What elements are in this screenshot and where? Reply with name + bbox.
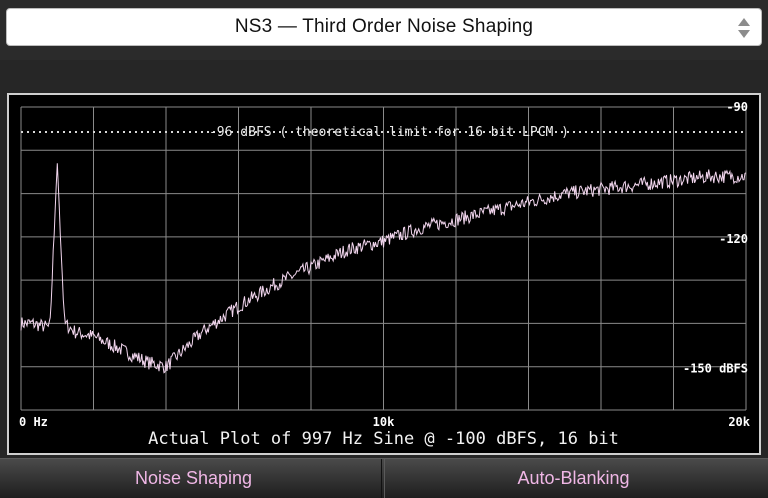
y-tick-label: -90 [726,100,748,114]
auto-blanking-button[interactable]: Auto-Blanking [384,459,762,498]
up-down-stepper-icon[interactable] [737,17,751,39]
preset-selector-label: NS3 — Third Order Noise Shaping [235,16,533,38]
reference-annotation: -96 dBFS ( theoretical limit for 16 bit … [209,125,569,140]
preset-selector[interactable]: NS3 — Third Order Noise Shaping [6,8,762,46]
y-tick-label: -120 [719,232,748,246]
x-tick-label: 10k [373,415,395,429]
spectrum-plot: -96 dBFS ( theoretical limit for 16 bit … [7,93,761,455]
y-tick-label: -150 dBFS [683,362,748,376]
spectrum-chart: -96 dBFS ( theoretical limit for 16 bit … [9,95,759,453]
top-bar: NS3 — Third Order Noise Shaping [0,0,768,60]
x-tick-label: 0 Hz [19,415,48,429]
noise-shaping-button[interactable]: Noise Shaping [6,459,382,498]
x-tick-label: 20k [728,415,750,429]
bottom-button-bar: Noise Shaping Auto-Blanking [0,458,768,498]
chart-title: Actual Plot of 997 Hz Sine @ -100 dBFS, … [148,429,619,449]
